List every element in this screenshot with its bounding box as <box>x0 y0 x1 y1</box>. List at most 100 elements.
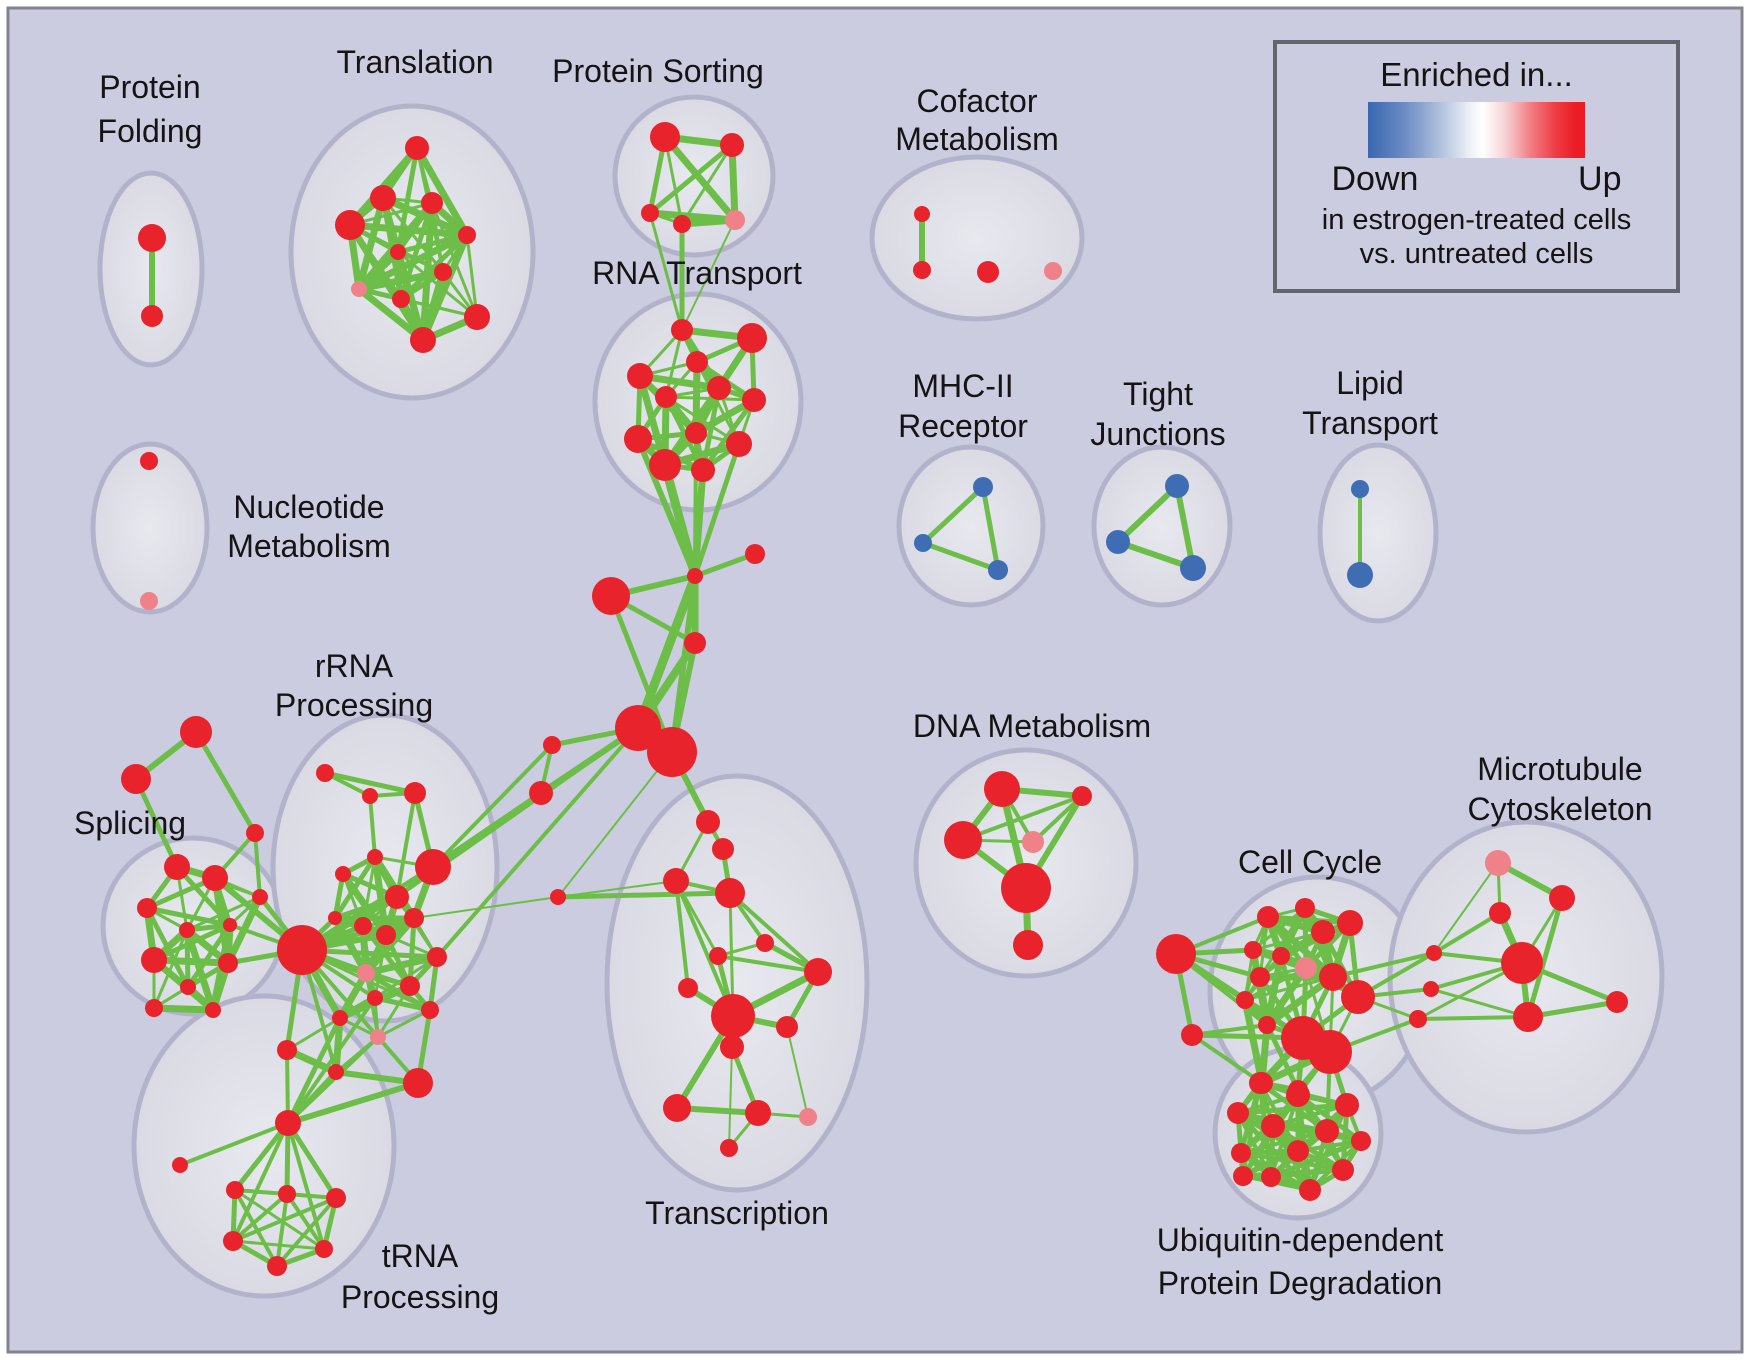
legend-down-label: Down <box>1331 160 1419 198</box>
edge-translation <box>465 233 479 319</box>
edge-trna <box>285 1192 326 1251</box>
node-lipid-1 <box>1347 562 1373 588</box>
edge-trna <box>275 1196 338 1268</box>
node-translation-8 <box>392 290 410 308</box>
edge-trna <box>233 1188 279 1268</box>
node-rrna-11 <box>400 976 420 996</box>
edge-ubiquitin <box>1239 1129 1329 1155</box>
node-translation-3 <box>421 192 443 214</box>
node-cellcycle-12 <box>1236 991 1254 1009</box>
cluster-label-folding: Folding <box>98 113 203 149</box>
node-ubiquitin-12 <box>1299 1179 1321 1201</box>
node-splicing-12 <box>145 999 163 1017</box>
edge-translation <box>355 285 427 344</box>
edge-micro <box>1432 911 1502 955</box>
node-cellcycle-5 <box>1337 910 1363 936</box>
edge-net <box>608 593 675 755</box>
edge-sorting <box>661 133 739 224</box>
node-rrna-6 <box>354 917 372 935</box>
node-cofactor-1 <box>913 261 931 279</box>
node-ubiquitin-9 <box>1332 1159 1354 1181</box>
edge-trna <box>178 1121 290 1167</box>
edge-rrna <box>362 953 441 977</box>
edge-splicing <box>151 922 233 963</box>
node-cellcycle-15 <box>1308 1030 1352 1074</box>
node-rna-7 <box>685 422 707 444</box>
cluster-label-splicing: Splicing <box>74 805 186 841</box>
node-micro-6 <box>1426 945 1442 961</box>
node-splicing-3 <box>164 854 190 880</box>
node-rna-6 <box>655 386 677 408</box>
node-rrna-1 <box>385 885 409 909</box>
edge-cellcycle <box>1251 906 1307 952</box>
cluster-ellipse-mhc <box>896 444 1046 608</box>
node-cellcycle-1 <box>1181 1024 1203 1046</box>
cluster-ellipse-nucleotide <box>90 441 210 615</box>
node-cellcycle-10 <box>1319 963 1347 991</box>
cluster-label-trna: tRNA <box>382 1238 459 1274</box>
edge-trna <box>286 1121 326 1251</box>
node-transcription-3 <box>715 878 745 908</box>
cluster-ellipse-cofactor <box>869 154 1085 322</box>
edge-rrna <box>368 794 377 859</box>
node-cellcycle-7 <box>1272 947 1290 965</box>
node-rrna-7 <box>376 925 396 945</box>
node-micro-1 <box>1549 885 1575 911</box>
edge-ubiquitin <box>1269 1168 1345 1179</box>
node-transcription-8 <box>711 994 755 1038</box>
node-rrna-18 <box>370 1029 386 1045</box>
edge-rrna <box>322 770 418 796</box>
edge-splicing <box>144 905 233 928</box>
edge-intercluster <box>692 441 742 579</box>
node-cellcycle-2 <box>1257 906 1279 928</box>
edge-transcription <box>674 879 735 1018</box>
edge-intercluster <box>286 996 377 1125</box>
node-net-5 <box>647 727 697 777</box>
node-transcription-10 <box>720 1035 744 1059</box>
edge-translation <box>355 268 447 293</box>
node-transcription-13 <box>799 1108 817 1126</box>
node-ubiquitin-8 <box>1287 1140 1309 1162</box>
node-splicing-4 <box>202 865 228 891</box>
edge-rrna <box>372 995 433 1013</box>
edge-intercluster <box>285 1080 421 1126</box>
node-net-7 <box>529 781 553 805</box>
node-rrna-10 <box>357 964 375 982</box>
node-transcription-1 <box>712 838 734 860</box>
node-micro-3 <box>1501 942 1543 984</box>
edge-trna <box>275 1192 289 1268</box>
edge-splicing <box>150 1004 217 1014</box>
edge-splicing <box>152 928 189 1010</box>
edge-translation <box>381 196 445 274</box>
edge-rrna <box>285 1016 342 1052</box>
node-rna-2 <box>686 351 708 373</box>
edge-sorting <box>680 143 734 226</box>
node-rna-3 <box>627 363 653 389</box>
node-ubiquitin-3 <box>1227 1102 1249 1124</box>
edge-sorting <box>647 142 735 216</box>
node-micro-5 <box>1606 991 1628 1013</box>
node-cofactor-3 <box>1044 262 1062 280</box>
cluster-label-ubiquitin: Protein Degradation <box>1158 1265 1443 1301</box>
cluster-label-rrna: rRNA <box>315 648 394 684</box>
edge-transcription <box>728 891 820 974</box>
node-trna-1 <box>172 1157 188 1173</box>
edge-trna <box>231 1121 290 1243</box>
edge-intercluster <box>691 466 707 580</box>
legend-title: Enriched in... <box>1380 56 1573 93</box>
node-rna-1 <box>737 323 767 353</box>
node-rrna-5 <box>328 911 342 925</box>
node-splicing-6 <box>179 922 195 938</box>
node-cellcycle-0 <box>1156 934 1196 974</box>
edge-rna <box>664 395 741 446</box>
cluster-labels: Protein Folding Translation Protein Sorting… <box>74 44 1653 1315</box>
edge-intercluster <box>435 726 640 959</box>
node-rrna-14 <box>421 1001 439 1019</box>
node-sorting-2 <box>641 204 659 222</box>
node-nucleotide-0 <box>140 452 158 470</box>
node-transcription-7 <box>678 978 698 998</box>
node-rrna-15 <box>277 1040 297 1060</box>
node-cellcycle-11 <box>1341 980 1375 1014</box>
edge-intercluster <box>430 790 544 870</box>
node-splicing-10 <box>218 953 238 973</box>
